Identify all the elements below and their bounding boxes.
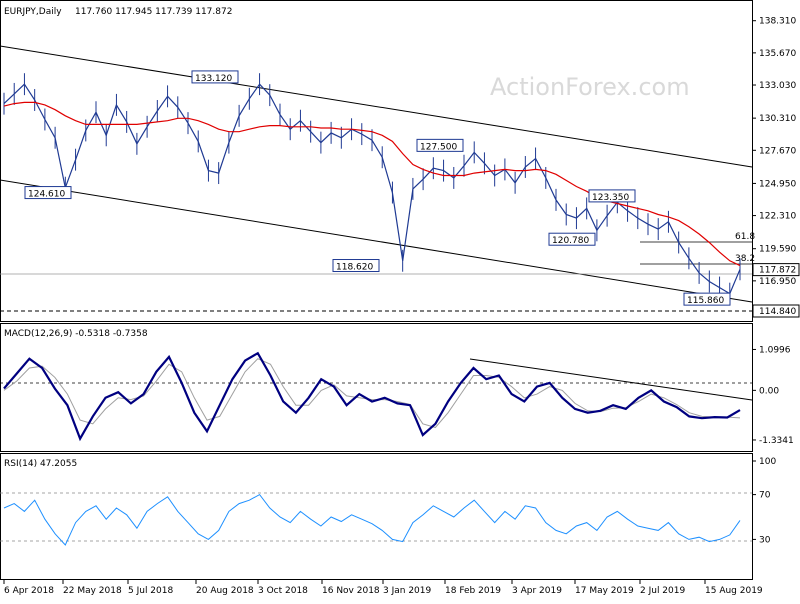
symbol-label: EURJPY,Daily	[4, 7, 62, 17]
x-tick-label: 3 Apr 2019	[512, 586, 562, 596]
x-tick-label: 15 Aug 2019	[705, 586, 763, 596]
price-y-tick-label: 124.950	[759, 179, 796, 189]
annotation-label: 118.620	[336, 263, 373, 273]
channel-lower-line	[0, 179, 753, 303]
macd-y-tick-label: 1.0996	[759, 345, 791, 355]
fib-382-label: 38.2	[735, 254, 755, 264]
x-tick-label: 3 Jan 2019	[383, 586, 431, 596]
channel-upper-line	[0, 45, 753, 168]
x-tick-label: 2 Jul 2019	[640, 586, 685, 596]
watermark: ActionForex.com	[490, 73, 690, 101]
rsi-y-tick-label: 70	[759, 491, 771, 501]
macd-y-tick-label: 0.00	[759, 386, 779, 396]
x-tick-label: 20 Aug 2018	[196, 586, 254, 596]
x-tick-label: 22 May 2018	[63, 586, 122, 596]
annotation-box	[416, 138, 464, 152]
price-y-tick-label: 130.310	[759, 114, 796, 124]
annotation-box	[588, 189, 636, 203]
price-y-tick-label: 116.950	[759, 277, 796, 287]
sma-line	[3, 101, 741, 267]
macd-panel	[0, 323, 753, 452]
macd-trend-line	[469, 358, 753, 401]
rsi-title: RSI(14) 47.2055	[4, 459, 77, 469]
annotation-box	[548, 232, 596, 246]
annotation-box	[683, 292, 731, 306]
price-panel	[0, 0, 753, 322]
x-tick-label: 18 Feb 2019	[445, 586, 501, 596]
macd-title: MACD(12,26,9) -0.5318 -0.7358	[4, 329, 148, 339]
rsi-y-tick-label: 100	[759, 457, 776, 467]
rsi-panel	[0, 453, 753, 580]
annotation-box	[24, 186, 72, 200]
annotation-label: 127.500	[420, 142, 457, 152]
x-tick-label: 3 Oct 2018	[258, 586, 308, 596]
x-tick-label: 17 May 2019	[575, 586, 634, 596]
support-tag	[752, 304, 800, 318]
price-y-tick-label: 127.670	[759, 146, 796, 156]
support-label: 114.840	[759, 307, 796, 317]
annotation-box	[332, 259, 380, 273]
last-price-label: 117.872	[759, 266, 796, 276]
x-tick-label: 5 Jul 2018	[128, 586, 173, 596]
fib-618-label: 61.8	[735, 232, 755, 242]
annotation-label: 115.860	[687, 296, 724, 306]
annotation-label: 124.610	[28, 190, 65, 200]
annotation-label: 133.120	[195, 74, 232, 84]
x-tick-label: 6 Apr 2018	[4, 586, 54, 596]
price-y-tick-label: 122.310	[759, 212, 796, 222]
annotation-label: 120.780	[552, 236, 589, 246]
x-tick-label: 16 Nov 2018	[322, 586, 380, 596]
annotation-label: 123.350	[592, 193, 629, 203]
price-y-tick-label: 138.310	[759, 17, 796, 27]
ohlc-label: 117.760 117.945 117.739 117.872	[75, 7, 232, 17]
price-y-tick-label: 133.030	[759, 81, 796, 91]
rsi-line	[3, 493, 741, 546]
rsi-y-tick-label: 30	[759, 535, 771, 545]
annotation-box	[191, 70, 239, 84]
price-y-tick-label: 135.670	[759, 49, 796, 59]
price-y-tick-label: 119.590	[759, 245, 796, 255]
macd-line	[3, 351, 741, 442]
last-price-tag	[752, 263, 800, 277]
macd-y-tick-label: -1.3341	[759, 436, 794, 446]
